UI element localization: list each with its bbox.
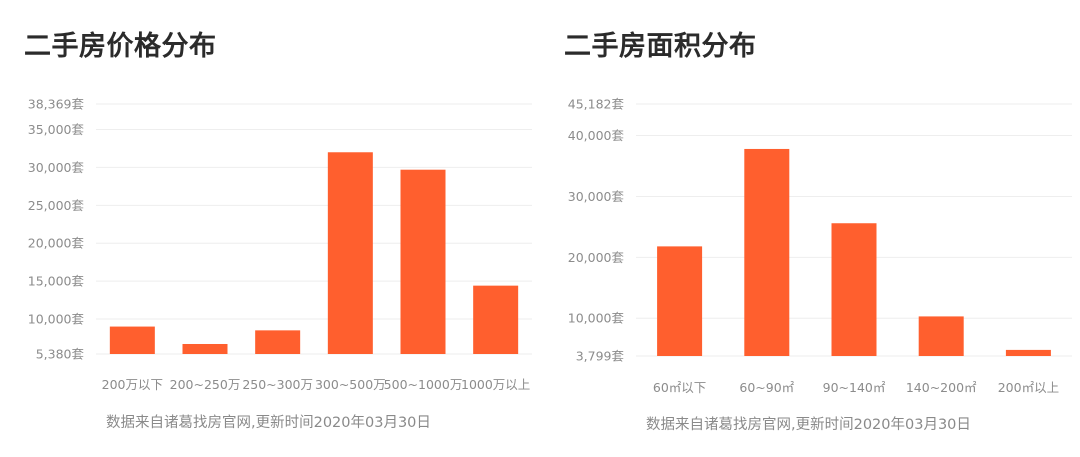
area-distribution-chart: 3,799套 10,000套 20,000套 30,000套 40,000套 45,182… bbox=[568, 97, 1072, 395]
bar bbox=[744, 148, 790, 356]
x-tick-label: 90~140㎡ bbox=[823, 380, 886, 395]
x-tick-label: 200万以下 bbox=[102, 377, 163, 392]
x-tick-label: 1000万以上 bbox=[461, 377, 530, 392]
y-tick-label: 40,000套 bbox=[568, 128, 625, 143]
bar bbox=[473, 285, 519, 354]
bar bbox=[918, 316, 964, 356]
y-tick-label: 30,000套 bbox=[28, 160, 85, 175]
x-tick-label: 500~1000万 bbox=[384, 377, 463, 392]
price-distribution-chart: 5,380套 10,000套 15,000套 20,000套 25,000套 30,000… bbox=[28, 97, 532, 392]
chart-title: 二手房面积分布 bbox=[564, 31, 757, 62]
bar bbox=[327, 152, 373, 354]
x-tick-label: 250~300万 bbox=[242, 377, 313, 392]
y-tick-label: 25,000套 bbox=[28, 198, 85, 213]
bar bbox=[831, 223, 877, 356]
bar bbox=[182, 343, 228, 354]
x-tick-label: 140~200㎡ bbox=[906, 380, 977, 395]
x-tick-label: 60~90㎡ bbox=[739, 380, 794, 395]
y-tick-label: 5,380套 bbox=[36, 347, 85, 362]
x-tick-label: 200~250万 bbox=[170, 377, 241, 392]
price-distribution-panel: 二手房价格分布 5,380套 10,000套 15,000套 20,000套 25,00… bbox=[24, 31, 532, 431]
bar bbox=[657, 246, 703, 356]
y-tick-label: 3,799套 bbox=[576, 349, 625, 364]
y-tick-label: 30,000套 bbox=[568, 189, 625, 204]
y-tick-label: 38,369套 bbox=[28, 97, 85, 112]
bar bbox=[255, 330, 301, 354]
y-tick-label: 20,000套 bbox=[28, 236, 85, 251]
y-tick-label: 45,182套 bbox=[568, 97, 625, 112]
y-tick-label: 35,000套 bbox=[28, 122, 85, 137]
data-source-note: 数据来自诸葛找房官网,更新时间2020年03月30日 bbox=[646, 417, 971, 433]
data-source-note: 数据来自诸葛找房官网,更新时间2020年03月30日 bbox=[106, 415, 431, 431]
bar bbox=[109, 326, 155, 354]
bar bbox=[400, 169, 446, 354]
bar bbox=[1005, 349, 1051, 356]
x-tick-label: 60㎡以下 bbox=[653, 380, 706, 395]
y-tick-label: 10,000套 bbox=[568, 311, 625, 326]
x-tick-label: 200㎡以上 bbox=[998, 380, 1059, 395]
chart-title: 二手房价格分布 bbox=[24, 31, 217, 62]
y-tick-label: 15,000套 bbox=[28, 274, 85, 289]
x-tick-label: 300~500万 bbox=[315, 377, 386, 392]
area-distribution-panel: 二手房面积分布 3,799套 10,000套 20,000套 30,000套 40,00… bbox=[540, 0, 1080, 457]
y-tick-label: 20,000套 bbox=[568, 250, 625, 265]
y-tick-label: 10,000套 bbox=[28, 311, 85, 326]
